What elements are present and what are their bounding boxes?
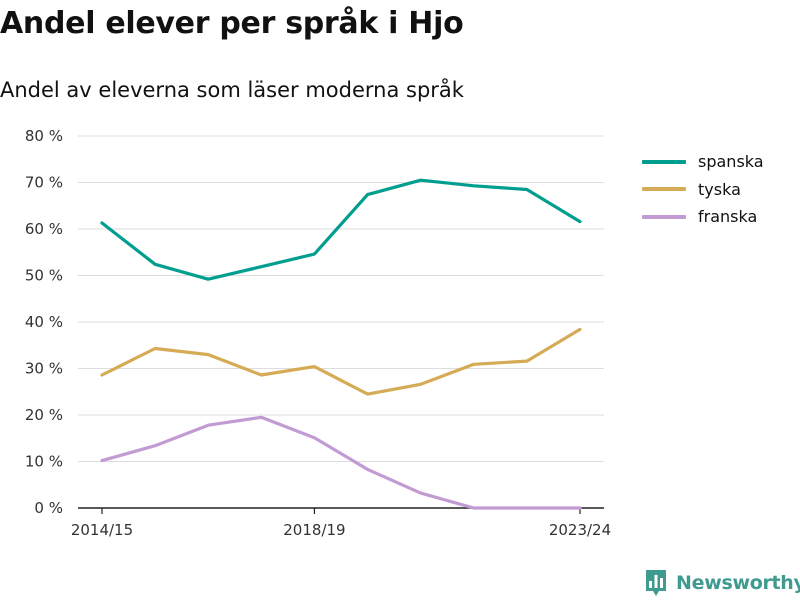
y-tick-label: 20 %	[25, 406, 63, 424]
y-tick-label: 30 %	[25, 360, 63, 378]
y-tick-label: 40 %	[25, 313, 63, 331]
y-tick-label: 10 %	[25, 453, 63, 471]
chart-subtitle: Andel av eleverna som läser moderna språ…	[0, 78, 464, 102]
y-tick-label: 60 %	[25, 220, 63, 238]
bar-chart-icon	[646, 570, 666, 596]
y-tick-label: 0 %	[34, 499, 63, 517]
series-lines	[100, 178, 582, 510]
legend: spanska tyska franska	[642, 148, 764, 231]
brand-name: Newsworthy	[676, 572, 800, 594]
legend-item-tyska: tyska	[642, 176, 764, 204]
grid-lines	[78, 135, 604, 509]
legend-item-franska: franska	[642, 203, 764, 231]
y-axis-ticks: 0 % 10 % 20 % 30 % 40 % 50 % 60 % 70 % 80 %	[25, 127, 63, 517]
series-line-spanska	[100, 178, 582, 281]
series-line-franska	[100, 415, 582, 510]
x-axis: 2014/15 2018/19 2023/24	[71, 508, 611, 539]
x-tick-label: 2018/19	[283, 521, 345, 539]
legend-swatch	[642, 214, 686, 219]
brand-logo: Newsworthy	[644, 568, 800, 598]
legend-label: tyska	[698, 179, 741, 199]
legend-label: franska	[698, 207, 758, 227]
series-line-tyska	[100, 327, 582, 396]
y-tick-label: 70 %	[25, 174, 63, 192]
legend-item-spanska: spanska	[642, 148, 764, 176]
chart-title: Andel elever per språk i Hjo	[0, 6, 464, 41]
legend-label: spanska	[698, 152, 764, 172]
x-tick-label: 2023/24	[549, 521, 611, 539]
x-tick-label: 2014/15	[71, 521, 133, 539]
y-tick-label: 50 %	[25, 267, 63, 285]
legend-swatch	[642, 159, 686, 164]
legend-swatch	[642, 187, 686, 192]
y-tick-label: 80 %	[25, 127, 63, 145]
